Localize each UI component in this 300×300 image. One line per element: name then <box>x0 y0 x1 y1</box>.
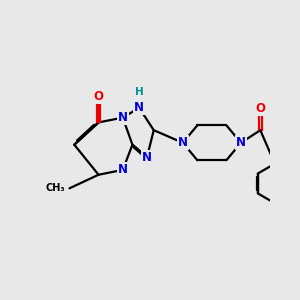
Text: N: N <box>118 164 128 176</box>
Text: O: O <box>94 90 103 103</box>
Text: N: N <box>118 111 128 124</box>
Text: N: N <box>134 101 144 114</box>
Text: N: N <box>178 136 188 149</box>
Text: H: H <box>135 87 144 98</box>
Text: N: N <box>142 151 152 164</box>
Text: O: O <box>255 102 265 116</box>
Text: CH₃: CH₃ <box>46 183 65 193</box>
Text: N: N <box>236 136 246 149</box>
